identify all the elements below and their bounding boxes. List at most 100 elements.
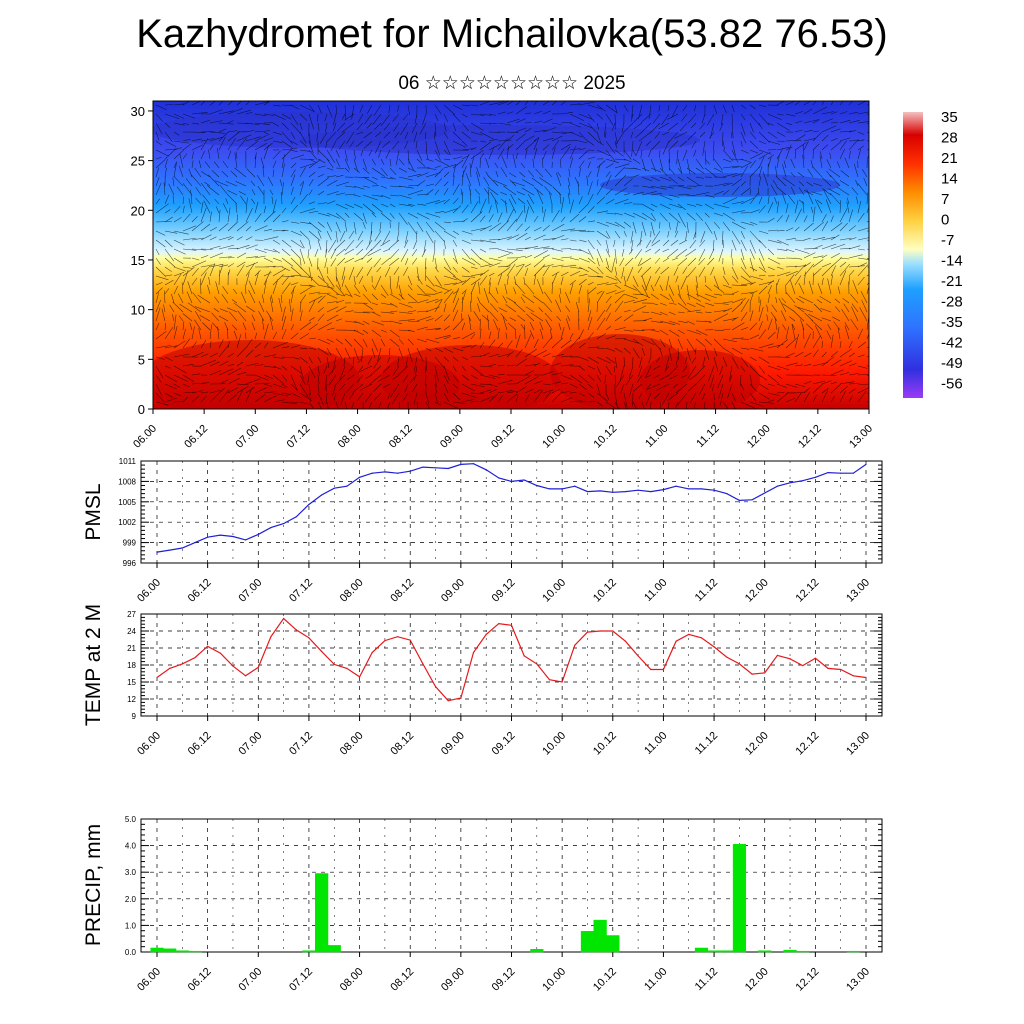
y-axis-label: PMSL <box>82 483 105 540</box>
y-tick-label: 2.0 <box>125 895 137 904</box>
precip-bar <box>732 844 747 953</box>
pmsl-point <box>865 463 867 465</box>
x-tick-label: 08.00 <box>336 423 364 451</box>
precip-bar <box>315 873 329 953</box>
pmsl-panel: 996 999 1002 1005 1008 1011 06.00 06.12 07.00 07.… <box>82 457 883 605</box>
pmsl-point <box>498 477 500 479</box>
pmsl-point <box>675 485 677 487</box>
precip-bar <box>846 950 860 953</box>
y-axis-label: TEMP at 2 M <box>82 604 105 726</box>
x-tick-label: 06.12 <box>182 423 210 451</box>
pmsl-point <box>270 527 272 529</box>
pmsl-point <box>827 471 829 474</box>
precip-bar <box>175 950 189 953</box>
colorbar-label: 28 <box>941 130 958 147</box>
pmsl-point <box>586 491 589 493</box>
pmsl-point <box>510 480 513 482</box>
temp-point <box>574 644 576 646</box>
x-tick-label: 11.00 <box>642 577 669 604</box>
x-tick-label: 11.00 <box>643 423 670 450</box>
x-tick-label: 13.00 <box>844 966 872 994</box>
colorbar-label: 21 <box>941 150 958 167</box>
colorbar-label: -42 <box>941 335 963 352</box>
pmsl-point <box>169 549 171 551</box>
y-tick-label: 30 <box>131 104 145 119</box>
precip-bar <box>580 931 595 953</box>
colorbar-label: -28 <box>941 294 963 311</box>
x-tick-label: 07.12 <box>287 730 315 758</box>
temp-point <box>396 636 399 638</box>
y-tick-label: 5 <box>138 352 145 367</box>
temp-point <box>827 667 829 670</box>
x-tick-label: 06.00 <box>135 730 163 758</box>
pmsl-point <box>283 522 285 525</box>
temp-point <box>726 656 728 658</box>
pmsl-point <box>612 491 614 493</box>
y-tick-label: 0 <box>138 402 145 417</box>
pmsl-point <box>320 494 323 496</box>
temp-point <box>320 650 323 653</box>
colorbar-label: -35 <box>941 314 963 331</box>
x-tick-label: 07.12 <box>285 423 313 451</box>
temp-point <box>472 651 475 654</box>
pmsl-point <box>181 547 183 549</box>
x-tick-label: 12.00 <box>743 577 771 605</box>
pmsl-point <box>802 480 804 482</box>
x-tick-label: 08.12 <box>388 730 416 758</box>
temp-point <box>447 700 449 702</box>
y-tick-label: 996 <box>123 559 137 568</box>
y-tick-label: 1.0 <box>125 921 137 930</box>
y-tick-label: 10 <box>131 303 145 318</box>
pmsl-point <box>257 533 259 536</box>
temp-point <box>548 679 551 681</box>
colorbar-label: -14 <box>941 253 963 270</box>
pmsl-point <box>409 470 411 472</box>
temp-point <box>536 663 538 665</box>
x-tick-label: 08.00 <box>338 730 366 758</box>
x-tick-label: 06.12 <box>186 577 214 605</box>
precip-bar <box>530 949 544 953</box>
temp-point <box>675 640 677 642</box>
pmsl-point <box>232 535 234 538</box>
temp-point <box>219 652 221 654</box>
pmsl-point <box>460 463 462 465</box>
precip-bar <box>758 950 772 953</box>
pmsl-point <box>662 488 665 491</box>
x-tick-label: 10.00 <box>540 966 568 994</box>
pmsl-point <box>751 499 753 501</box>
pmsl-point <box>726 493 728 495</box>
colorbar-label: -21 <box>941 273 963 290</box>
x-tick-label: 10.12 <box>591 966 619 994</box>
x-tick-label: 11.12 <box>693 577 720 604</box>
pmsl-point <box>346 485 348 487</box>
x-tick-label: 08.00 <box>338 966 366 994</box>
temp-point <box>460 697 462 699</box>
colorbar-label: -49 <box>941 355 963 372</box>
temp-point <box>599 630 601 632</box>
chart-title: Kazhydromet for Michailovka(53.82 76.53) <box>136 12 888 56</box>
pmsl-point <box>485 469 487 471</box>
x-tick-label: 10.00 <box>540 423 568 451</box>
colorbar-label: 14 <box>941 171 958 188</box>
pmsl-point <box>194 542 196 544</box>
y-axis-label: PRECIP, mm <box>82 824 105 946</box>
temp-point <box>156 676 158 679</box>
x-tick-label: 07.00 <box>233 423 261 451</box>
x-tick-label: 10.00 <box>540 577 568 605</box>
y-tick-label: 24 <box>127 627 136 636</box>
temp-point <box>169 667 171 670</box>
x-tick-label: 06.00 <box>135 966 163 994</box>
x-tick-label: 08.12 <box>388 966 416 994</box>
temp-point <box>434 685 437 688</box>
x-tick-label: 13.00 <box>847 423 875 451</box>
pmsl-point <box>548 488 551 490</box>
y-tick-label: 9 <box>132 712 137 721</box>
pmsl-point <box>536 484 538 487</box>
pmsl-point <box>422 466 424 468</box>
precip-bar <box>694 947 709 953</box>
temp-point <box>751 673 753 675</box>
x-tick-label: 08.12 <box>387 423 415 451</box>
y-tick-label: 4.0 <box>125 842 137 851</box>
x-tick-label: 12.12 <box>794 966 822 994</box>
